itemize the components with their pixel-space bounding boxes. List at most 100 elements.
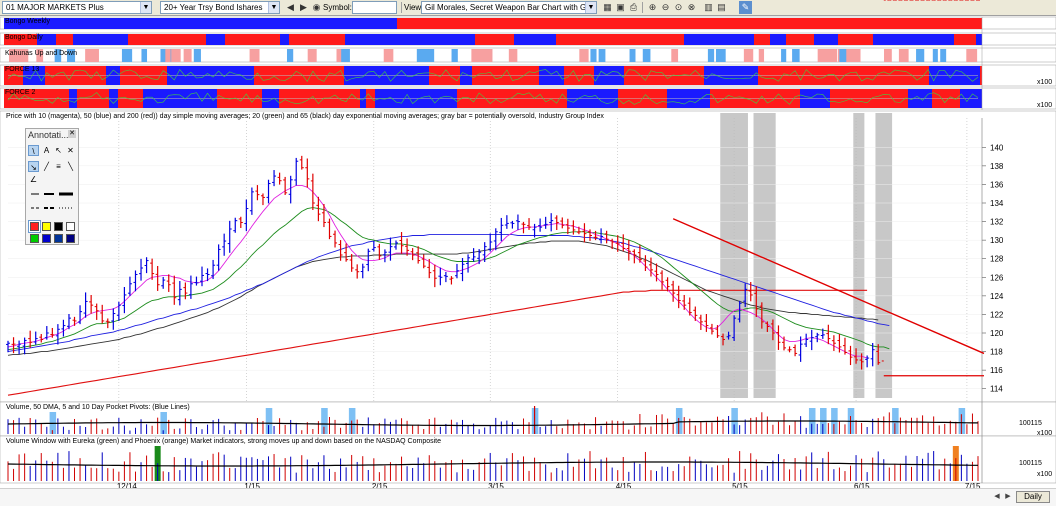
zoom-out-icon[interactable]: ⊖ — [661, 2, 670, 12]
kahunas-mark — [743, 49, 754, 62]
bongo-daily-segment — [382, 34, 423, 45]
kahunas-mark — [183, 49, 192, 62]
scroll-left-icon[interactable]: ◀ — [994, 493, 1000, 500]
downtrend-line[interactable] — [672, 218, 985, 355]
bongo-daily-segment — [56, 34, 73, 45]
line-style-options[interactable] — [29, 189, 77, 219]
color-swatch-green[interactable] — [30, 234, 39, 243]
bongo-daily-segment — [786, 34, 814, 45]
color-swatch-blue[interactable] — [42, 234, 51, 243]
angle-tool-icon[interactable]: ∠ — [29, 175, 38, 184]
zoom-fit-icon[interactable]: ⊙ — [674, 2, 683, 12]
bongo-daily-segment — [594, 34, 626, 45]
delete-tool-icon[interactable]: ✕ — [67, 146, 74, 155]
price-tick-label: 136 — [990, 180, 1004, 189]
bongo-daily-segment — [976, 34, 982, 45]
scroll-right-icon[interactable]: ▶ — [1005, 493, 1011, 500]
bongo-daily-segment — [160, 34, 206, 45]
kahunas-mark — [383, 49, 394, 62]
kahunas-mark — [121, 49, 133, 62]
symbol-input[interactable] — [352, 1, 397, 14]
zoom-reset-icon[interactable]: ⊗ — [687, 2, 696, 12]
zoom-in-icon[interactable]: ⊕ — [648, 2, 657, 12]
save-icon[interactable]: ▣ — [616, 2, 625, 12]
bongo-daily-segment — [626, 34, 646, 45]
color-swatch-yellow[interactable] — [42, 222, 51, 231]
color-swatch-navy[interactable] — [66, 234, 75, 243]
bongo-daily-segment — [770, 34, 786, 45]
color-swatch-dark-blue[interactable] — [54, 234, 63, 243]
view-label: View: — [404, 3, 424, 12]
scale-icon[interactable]: ▤ — [717, 2, 726, 12]
color-swatch-black[interactable] — [54, 222, 63, 231]
bongo-daily-caption: Bongo Daily — [5, 34, 43, 41]
bongo-daily-segment — [475, 34, 514, 45]
x-tick-label: 1/15 — [244, 482, 260, 491]
view-select[interactable]: Gil Morales, Secret Weapon Bar Chart wit… — [421, 1, 597, 14]
annotation-palette-title: Annotati... — [28, 130, 69, 140]
price-tick-label: 128 — [990, 255, 1004, 264]
color-swatch-white[interactable] — [66, 222, 75, 231]
security-select[interactable]: 20+ Year Trsy Bond Ishares ▼ — [160, 1, 280, 14]
annotation-toggle-icon[interactable]: ✎ — [739, 1, 752, 14]
kahunas-mark — [307, 49, 317, 62]
kahunas-caption: Kahunas Up and Down — [5, 50, 77, 57]
bottom-bar: ◀ ▶ Daily — [0, 488, 1056, 506]
bongo-daily-segment — [4, 34, 37, 45]
force13-scale: x100 — [1037, 79, 1053, 86]
security-label: 20+ Year Trsy Bond Ishares — [164, 3, 263, 12]
parallel-tool-icon[interactable]: ╱ — [44, 162, 49, 171]
price-tick-label: 140 — [990, 143, 1004, 152]
kahunas-mark — [424, 49, 435, 62]
ema65-line — [7, 240, 879, 356]
ray-tool-icon[interactable]: ↘ — [28, 161, 39, 172]
chevron-down-icon: ▼ — [268, 2, 279, 13]
watchlist-select[interactable]: 01 MAJOR MARKETS Plus ▼ — [2, 1, 152, 14]
bongo-daily-segment — [873, 34, 918, 45]
price-tick-label: 116 — [990, 366, 1003, 375]
bongo-daily-segment — [814, 34, 838, 45]
bongo-daily-segment — [717, 34, 754, 45]
kahunas-mark — [165, 49, 171, 62]
fib-tool-icon[interactable]: ╲ — [68, 162, 73, 171]
select-tool-icon[interactable]: ↖ — [55, 146, 62, 155]
pocket-pivot-band — [265, 408, 273, 434]
kahunas-mark — [590, 49, 597, 62]
kahunas-mark — [671, 49, 679, 62]
x-tick-label: 6/15 — [854, 482, 870, 491]
price-tick-label: 120 — [990, 329, 1004, 338]
kahunas-mark — [451, 49, 458, 62]
previous-arrow-icon[interactable]: ◀ — [287, 2, 294, 12]
volume-window-average-line — [7, 461, 978, 467]
pocket-pivot-band — [892, 408, 899, 434]
daily-period-button[interactable]: Daily — [1016, 491, 1050, 503]
horizontal-line-tool-icon[interactable]: ≡ — [56, 162, 61, 171]
x-axis: 12/14 1/15 2/15 3/15 4/15 5/15 6/15 7/15 — [117, 482, 981, 491]
bongo-weekly-caption: Bongo Weekly — [5, 18, 51, 25]
kahunas-mark — [93, 49, 99, 62]
next-arrow-icon[interactable]: ▶ — [300, 2, 307, 12]
color-swatch-red[interactable] — [29, 221, 40, 232]
bongo-daily-segment — [433, 34, 475, 45]
bar-style-icon[interactable]: ▥ — [704, 2, 713, 12]
ma10-line — [7, 184, 868, 359]
text-tool-icon[interactable]: A — [43, 146, 50, 155]
kahunas-mark — [898, 49, 909, 62]
kahunas-mark — [36, 49, 44, 62]
force2-scale: x100 — [1037, 102, 1053, 109]
chart-settings-icon[interactable]: ▦ — [603, 2, 612, 12]
print-icon[interactable]: ⎙ — [629, 2, 638, 12]
line-tool-icon[interactable]: \ — [28, 145, 39, 156]
kahunas-mark — [598, 49, 606, 62]
x-tick-label: 3/15 — [488, 482, 504, 491]
toolbar-divider — [642, 2, 643, 13]
bongo-daily-segment — [954, 34, 976, 45]
bongo-daily-segment — [514, 34, 556, 45]
binoculars-icon[interactable]: ◉ — [312, 2, 321, 12]
close-icon[interactable]: ✕ — [68, 130, 76, 138]
symbol-label: Symbol: — [323, 3, 352, 12]
kahunas-mark — [471, 49, 481, 62]
price-tick-label: 132 — [990, 218, 1004, 227]
